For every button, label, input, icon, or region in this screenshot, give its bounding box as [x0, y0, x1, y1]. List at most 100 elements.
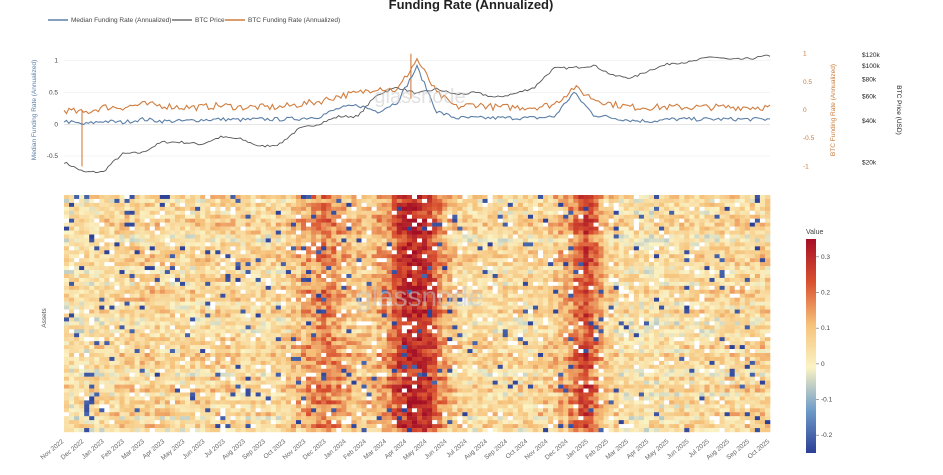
heatmap-cell [159, 226, 166, 231]
heatmap-cell [669, 325, 675, 330]
heatmap-cell [179, 297, 186, 302]
heatmap-cell [185, 301, 191, 306]
heatmap-cell [215, 266, 221, 271]
heatmap-cell [724, 262, 730, 267]
heatmap-cell [512, 270, 519, 275]
heatmap-cell [492, 266, 498, 271]
heatmap-cell [573, 242, 579, 247]
heatmap-cell [89, 293, 95, 298]
heatmap-cell [608, 289, 614, 294]
heatmap-cell [99, 242, 105, 247]
heatmap-cell [396, 234, 403, 239]
heatmap-cell [704, 270, 710, 275]
heatmap-cell [356, 274, 362, 279]
heatmap-cell [719, 313, 725, 318]
heatmap-cell [497, 274, 504, 279]
heatmap-cell [371, 289, 377, 294]
heatmap-cell [169, 325, 176, 330]
heatmap-cell [64, 293, 70, 298]
heatmap-cell [724, 234, 730, 239]
heatmap-cell [210, 270, 216, 275]
heatmap-cell [578, 301, 584, 306]
heatmap-cell [275, 195, 282, 200]
heatmap-cell [316, 309, 322, 314]
heatmap-cell [290, 289, 297, 294]
heatmap-cell [190, 250, 196, 255]
heatmap-cell [417, 285, 423, 290]
heatmap-cell [754, 222, 761, 227]
heatmap-cell [260, 270, 267, 275]
heatmap-cell [724, 258, 730, 263]
heatmap-cell [341, 289, 347, 294]
heatmap-cell [719, 301, 725, 306]
heatmap-cell [694, 242, 700, 247]
heatmap-cell [331, 214, 337, 219]
heatmap-cell [255, 329, 261, 334]
heatmap-cell [664, 285, 670, 290]
heatmap-cell [396, 195, 403, 200]
heatmap-cell [764, 206, 771, 211]
heatmap-cell [361, 325, 367, 330]
heatmap-cell [532, 325, 539, 330]
heatmap-cell [684, 218, 690, 223]
heatmap-cell [240, 250, 246, 255]
heatmap-cell [613, 281, 620, 287]
heatmap-cell [517, 242, 524, 247]
heatmap-cell [275, 218, 282, 223]
heatmap-cell [512, 321, 519, 326]
heatmap-cell [719, 210, 725, 215]
heatmap-cell [351, 195, 357, 200]
heatmap-cell [124, 274, 130, 279]
heatmap-cell [285, 317, 292, 322]
heatmap-cell [719, 293, 725, 298]
heatmap-cell [759, 230, 766, 235]
heatmap-cell [482, 238, 488, 243]
heatmap-cell [749, 262, 756, 267]
heatmap-cell [114, 214, 120, 219]
heatmap-cell [512, 277, 519, 283]
heatmap-cell [366, 329, 372, 334]
heatmap-cell [225, 242, 231, 247]
heatmap-cell [215, 258, 221, 263]
heatmap-cell [739, 218, 746, 223]
heatmap-cell [220, 321, 226, 326]
heatmap-cell [457, 313, 463, 318]
heatmap-cell [689, 195, 695, 200]
heatmap-cell [472, 202, 478, 208]
heatmap-cell [497, 250, 504, 255]
heatmap-cell [507, 234, 514, 239]
heatmap-cell [84, 289, 90, 294]
heatmap-cell [507, 325, 514, 330]
heatmap-cell [482, 254, 488, 259]
heatmap-cell [396, 277, 403, 283]
heatmap-cell [396, 321, 403, 326]
heatmap-cell [437, 226, 443, 231]
heatmap-cell [739, 305, 746, 310]
heatmap-cell [144, 242, 151, 247]
heatmap-cell [578, 226, 584, 231]
heatmap-cell [275, 297, 282, 302]
heatmap-cell [684, 285, 690, 290]
heatmap-cell [417, 277, 423, 283]
heatmap-cell [588, 222, 594, 227]
heatmap-cell [356, 198, 362, 204]
heatmap-cell [174, 206, 181, 211]
heatmap-cell [285, 281, 292, 287]
heatmap-cell [583, 202, 589, 208]
heatmap-cell [497, 254, 504, 259]
heatmap-cell [452, 289, 458, 294]
heatmap-cell [285, 297, 292, 302]
heatmap-cell [608, 281, 614, 287]
heatmap-cell [517, 274, 524, 279]
heatmap-cell [401, 293, 408, 298]
heatmap-cell [548, 293, 554, 298]
heatmap-cell [290, 329, 297, 334]
heatmap-cell [306, 321, 312, 326]
heatmap-cell [99, 277, 105, 283]
heatmap-cell [714, 270, 720, 275]
heatmap-cell [346, 226, 352, 231]
heatmap-cell [205, 329, 211, 334]
heatmap-cell [144, 266, 151, 271]
heatmap-cell [603, 305, 609, 310]
heatmap-cell [114, 222, 120, 227]
